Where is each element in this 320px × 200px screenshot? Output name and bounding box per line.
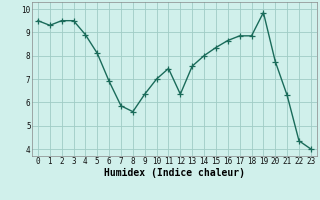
- X-axis label: Humidex (Indice chaleur): Humidex (Indice chaleur): [104, 168, 245, 178]
